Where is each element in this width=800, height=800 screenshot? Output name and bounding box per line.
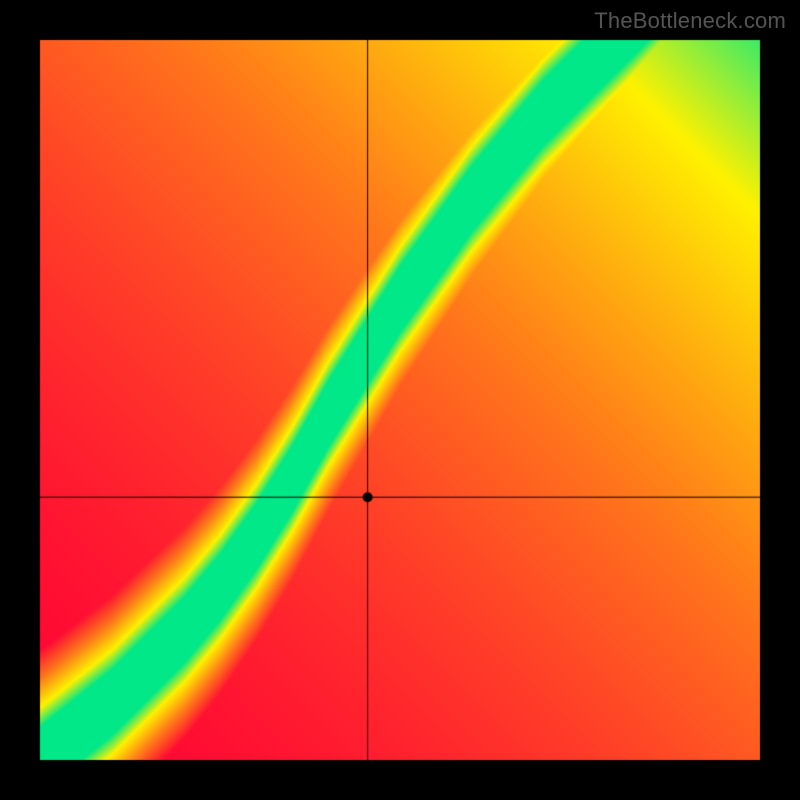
bottleneck-heatmap-canvas — [0, 0, 800, 800]
chart-container: TheBottleneck.com — [0, 0, 800, 800]
watermark-text: TheBottleneck.com — [594, 8, 786, 34]
